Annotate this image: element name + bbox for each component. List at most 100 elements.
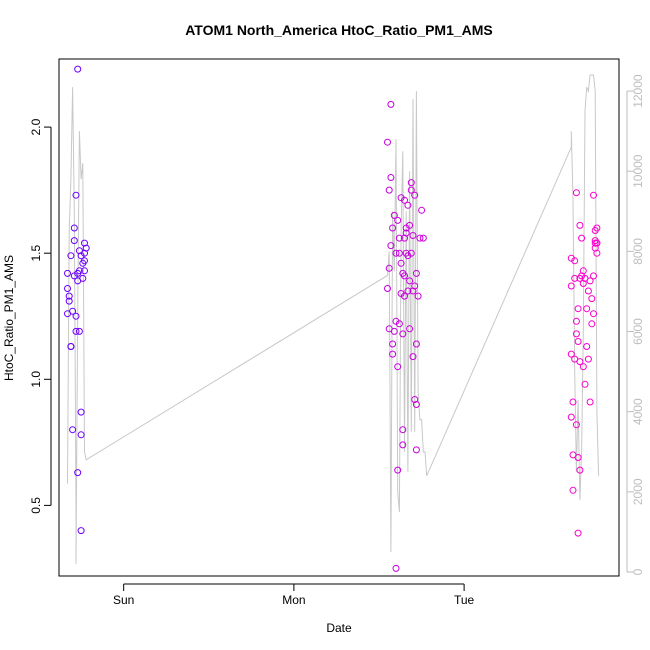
scatter-point <box>397 259 405 267</box>
x-tick-label: Sun <box>113 593 134 607</box>
scatter-point <box>395 249 403 257</box>
scatter-point <box>572 330 580 338</box>
scatter-point <box>81 239 88 247</box>
scatter-point <box>406 325 414 333</box>
scatter-point <box>569 398 577 406</box>
scatter-point <box>387 242 395 250</box>
scatter-point <box>392 564 400 572</box>
scatter-point <box>588 295 596 303</box>
scatter-point <box>77 527 85 535</box>
scatter-point <box>593 224 601 232</box>
scatter-point <box>416 234 424 242</box>
y-axis-label: HtoC_Ratio_PM1_AMS <box>2 255 16 381</box>
y2-tick-label: 8000 <box>631 238 645 265</box>
scatter-point <box>572 421 580 429</box>
y-tick-label: 2.0 <box>29 118 43 135</box>
scatter-point <box>69 307 77 315</box>
scatter-point <box>399 441 407 449</box>
scatter-point <box>590 310 597 318</box>
scatter-point <box>409 232 417 239</box>
scatter-point <box>67 252 75 260</box>
scatter-point <box>409 353 417 361</box>
scatter-point <box>395 234 403 242</box>
scatter-point <box>387 100 395 108</box>
scatter-point <box>67 343 75 350</box>
scatter-point <box>77 431 85 439</box>
scatter-point <box>82 244 90 252</box>
scatter-point <box>79 274 87 282</box>
scatter-point <box>574 529 582 537</box>
scatter-point <box>571 257 579 265</box>
scatter-point <box>411 396 419 403</box>
scatter-point <box>584 355 592 363</box>
scatter-point <box>390 211 398 219</box>
scatter-point <box>414 292 422 300</box>
scatter-point <box>72 312 80 320</box>
scatter-point <box>390 327 398 335</box>
scatter-point <box>406 221 414 229</box>
y2-tick-label: 10000 <box>631 154 645 188</box>
scatter-point <box>65 292 73 300</box>
scatter-point <box>584 287 592 295</box>
scatter-point <box>399 330 407 338</box>
scatter-point <box>411 191 419 199</box>
y-tick-label: 0.5 <box>29 497 43 514</box>
scatter-point <box>385 264 393 272</box>
scatter-point <box>401 272 408 280</box>
y2-tick-label: 2000 <box>631 478 645 505</box>
scatter-point <box>567 282 575 290</box>
scatter-point <box>579 267 587 275</box>
x-axis-label: Date <box>326 621 352 635</box>
scatter-point <box>412 340 420 348</box>
x-tick-label: Mon <box>282 593 305 607</box>
scatter-point <box>384 285 391 292</box>
scatter-point <box>404 201 412 209</box>
scatter-point <box>81 267 88 275</box>
scatter-point <box>571 274 579 282</box>
scatter-point <box>418 206 426 214</box>
scatter-point <box>579 363 587 371</box>
chart-title: ATOM1 North_America HtoC_Ratio_PM1_AMS <box>185 22 493 38</box>
scatter-point <box>583 305 591 313</box>
scatter-point <box>569 486 577 494</box>
scatter-point <box>590 272 597 280</box>
scatter-point <box>389 340 397 348</box>
scatter-point <box>64 285 71 292</box>
scatter-point <box>75 267 83 275</box>
scatter-point <box>588 320 596 328</box>
scatter-point <box>586 277 594 285</box>
scatter-point <box>65 297 73 305</box>
scatter-point <box>395 320 403 328</box>
scatter-point <box>419 234 427 242</box>
y2-tick-label: 0 <box>631 568 645 575</box>
scatter-points-layer <box>64 65 601 572</box>
scatter-point <box>64 269 71 277</box>
scatter-point <box>409 287 417 295</box>
scatter-point <box>74 65 82 73</box>
scatter-point <box>586 398 594 406</box>
plot-frame <box>58 58 620 577</box>
scatter-point <box>69 426 77 434</box>
scatter-point <box>406 277 414 285</box>
scatter-point <box>576 466 584 474</box>
scatter-point <box>399 426 407 434</box>
y2-tick-label: 4000 <box>631 398 645 425</box>
scatter-point <box>411 282 419 290</box>
scatter-point <box>77 408 85 416</box>
scatter-point <box>572 317 580 325</box>
scatter-point <box>407 249 415 257</box>
scatter-point <box>72 327 80 335</box>
scatter-point <box>394 363 402 371</box>
scatter-point <box>385 186 393 194</box>
scatter-point <box>389 224 397 232</box>
x-tick-label: Tue <box>454 593 475 607</box>
scatter-point <box>567 350 575 358</box>
scatter-point <box>576 221 584 229</box>
scatter-point <box>593 239 601 247</box>
y2-tick-label: 6000 <box>631 318 645 345</box>
scatter-point <box>394 216 402 224</box>
scatter-point <box>70 224 78 232</box>
scatter-point <box>387 174 395 181</box>
y-tick-label: 1.5 <box>29 245 43 262</box>
